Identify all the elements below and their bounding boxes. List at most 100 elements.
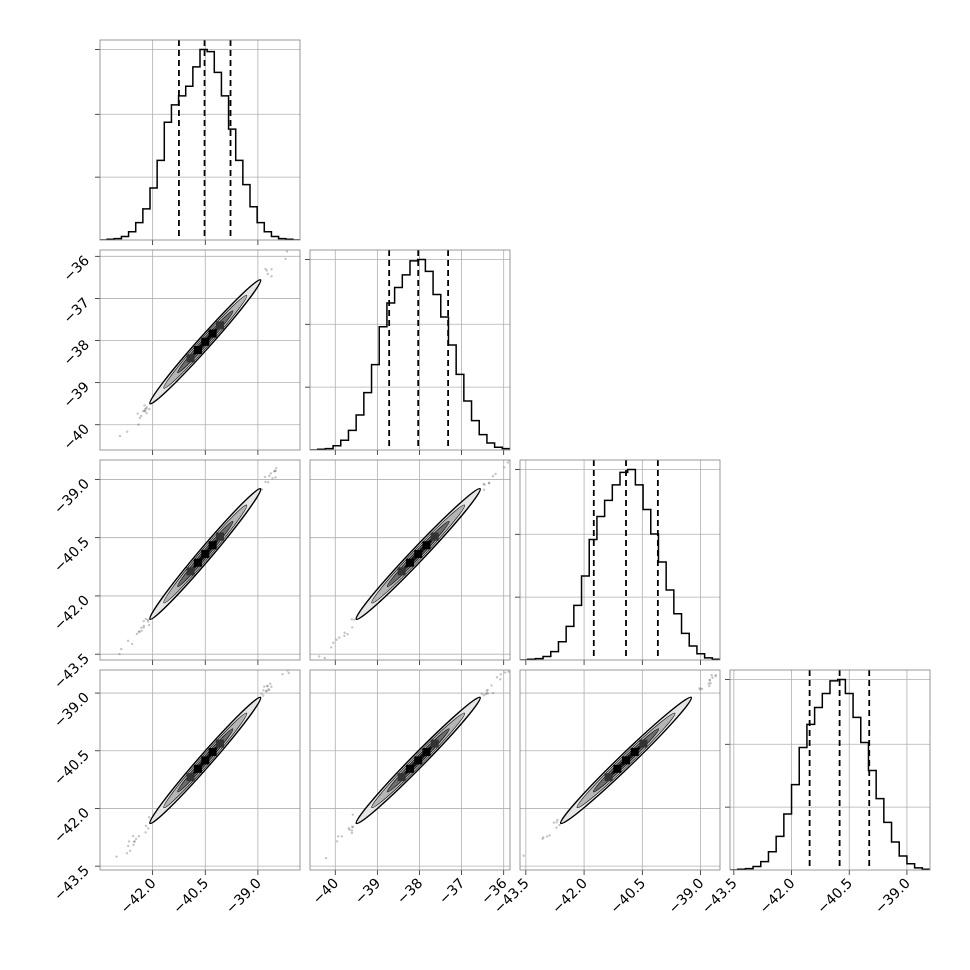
scatter-point: [131, 834, 135, 838]
x-tick-label: −38: [394, 876, 426, 908]
scatter-point: [487, 482, 491, 485]
scatter-point: [483, 483, 486, 486]
scatter-point: [350, 825, 354, 829]
density-peak-cell: [630, 747, 639, 756]
scatter-point: [558, 823, 561, 827]
x-tick-label: −37: [436, 876, 468, 908]
scatter-point: [264, 480, 267, 484]
panel-frame: [519, 459, 721, 661]
x-tick-label: −40.5: [814, 876, 856, 918]
scatter-point: [269, 472, 273, 475]
scatter-point: [118, 652, 121, 656]
scatter-point: [503, 671, 507, 674]
scatter-point: [546, 835, 549, 838]
scatter-point: [485, 692, 488, 695]
scatter-point: [263, 475, 267, 479]
x-tick-label: −39.0: [223, 876, 265, 918]
histogram-panel-1: [305, 249, 511, 455]
scatter-point: [486, 688, 489, 692]
scatter-point: [142, 624, 146, 628]
y-tick-label: −39.0: [51, 690, 93, 732]
density-peak-cell: [414, 756, 423, 765]
histogram-panel-3: −43.5 −42.0 −40.5 −39.0: [699, 669, 931, 918]
density-peak-cell: [422, 747, 431, 756]
scatter-point: [305, 865, 307, 867]
x-tick-label: −40.5: [170, 876, 212, 918]
scatter-point: [265, 689, 268, 693]
scatter-point: [127, 840, 131, 843]
scatter-point: [343, 631, 346, 635]
scatter-point: [140, 626, 143, 629]
density-peak-cell: [639, 739, 648, 748]
density-peak-cell: [405, 764, 414, 773]
y-tick-label: −39: [61, 379, 93, 411]
scatter-point: [708, 678, 711, 681]
scatter-point: [548, 834, 551, 837]
scatter-point: [266, 685, 269, 688]
scatter-panel-2-0: −43.5 −42.0 −40.5 −39.0: [51, 459, 301, 693]
scatter-point: [708, 679, 712, 682]
scatter-point: [700, 687, 704, 691]
scatter-point: [267, 688, 271, 692]
scatter-points: [106, 665, 290, 877]
density-peak-cell: [405, 558, 414, 567]
scatter-point: [262, 689, 265, 692]
density-peak-cell: [193, 764, 202, 773]
x-tick-label: −39.0: [666, 876, 708, 918]
scatter-point: [266, 684, 269, 688]
scatter-point: [515, 451, 517, 453]
scatter-point: [490, 684, 493, 687]
scatter-point: [263, 685, 266, 688]
scatter-point: [120, 647, 123, 651]
scatter-point: [714, 673, 717, 677]
scatter-point: [147, 623, 151, 627]
scatter-point: [482, 693, 485, 697]
scatter-point: [146, 620, 150, 623]
scatter-point: [144, 617, 148, 621]
scatter-point: [710, 673, 713, 677]
histogram-step-line: [730, 678, 930, 870]
scatter-point: [125, 851, 129, 855]
scatter-point: [323, 656, 327, 660]
x-tick-label: −39: [352, 876, 384, 908]
scatter-point: [275, 467, 278, 470]
density-peak-cell: [216, 739, 224, 748]
scatter-point: [480, 692, 483, 695]
scatter-point: [144, 409, 147, 413]
scatter-point: [140, 629, 143, 632]
scatter-point: [132, 843, 135, 847]
density-peak-cell: [186, 354, 195, 363]
scatter-point: [288, 665, 290, 667]
scatter-point: [335, 840, 339, 843]
scatter-point: [142, 619, 145, 623]
scatter-point: [270, 275, 273, 278]
density-peak-cell: [613, 764, 622, 773]
scatter-point: [343, 634, 346, 638]
y-tick-label: −43.5: [51, 863, 93, 905]
y-tick-label: −38: [61, 337, 93, 369]
scatter-point: [542, 836, 545, 839]
panel-frame: [99, 39, 301, 241]
scatter-point: [148, 816, 151, 819]
scatter-point: [708, 684, 711, 688]
scatter-panel-1-0: −40 −39 −38 −37 −36: [61, 249, 301, 455]
scatter-point: [138, 630, 141, 634]
scatter-points: [318, 451, 517, 660]
scatter-point: [118, 434, 122, 438]
scatter-point: [350, 829, 354, 832]
scatter-point: [106, 875, 108, 877]
scatter-point: [351, 813, 355, 816]
scatter-point: [484, 693, 487, 696]
scatter-point: [507, 670, 510, 673]
scatter-point: [264, 690, 268, 693]
y-tick-label: −36: [61, 253, 93, 285]
panel-frame: [309, 669, 511, 871]
y-tick-label: −43.5: [51, 651, 93, 693]
scatter-point: [698, 687, 701, 690]
density-peak-cell: [216, 321, 224, 330]
scatter-point: [127, 844, 130, 848]
density-peak-cell: [422, 541, 431, 550]
scatter-point: [134, 837, 138, 841]
scatter-point: [329, 646, 333, 649]
